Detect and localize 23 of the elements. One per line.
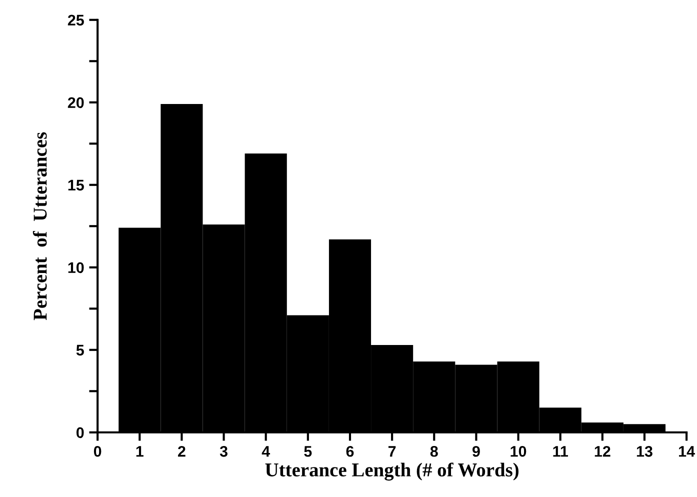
y-tick-label: 5 bbox=[76, 344, 84, 356]
x-tick-label: 6 bbox=[346, 446, 354, 457]
x-tick-label: 11 bbox=[553, 446, 568, 457]
y-axis-title: Percent of Utterances bbox=[32, 132, 47, 320]
y-tick-label: 15 bbox=[68, 180, 84, 191]
x-tick-label: 1 bbox=[136, 446, 144, 457]
x-tick-label: 14 bbox=[679, 446, 695, 457]
x-tick-label: 2 bbox=[178, 446, 186, 457]
x-tick-label: 0 bbox=[94, 446, 102, 457]
x-tick-label: 9 bbox=[472, 446, 480, 457]
y-tick-label: 10 bbox=[68, 262, 84, 274]
x-tick-label: 12 bbox=[594, 446, 610, 457]
x-tick-label: 7 bbox=[388, 446, 396, 457]
x-tick-label: 10 bbox=[510, 446, 526, 457]
x-tick-label: 5 bbox=[304, 446, 312, 457]
x-tick-label: 8 bbox=[430, 446, 438, 457]
y-tick-label: 0 bbox=[76, 427, 84, 438]
x-axis-title: Utterance Length (# of Words) bbox=[265, 462, 518, 481]
y-tick-label: 25 bbox=[68, 14, 84, 26]
x-tick-label: 13 bbox=[636, 446, 652, 457]
x-tick-label: 4 bbox=[262, 446, 270, 457]
y-tick-label: 20 bbox=[68, 97, 84, 108]
x-tick-label: 3 bbox=[220, 446, 228, 457]
